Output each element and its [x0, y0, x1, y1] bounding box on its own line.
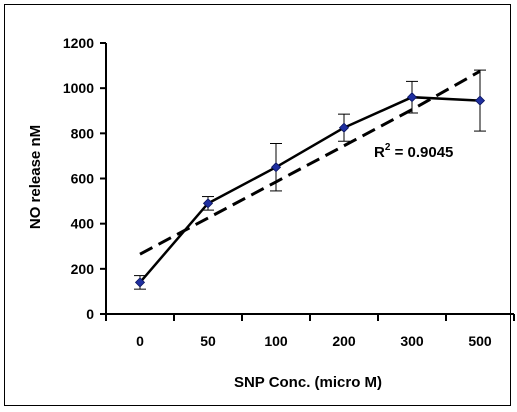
- y-tick-label: 400: [71, 216, 95, 232]
- x-tick-label: 300: [400, 333, 424, 349]
- y-tick-label: 1200: [63, 35, 94, 51]
- x-tick-label: 500: [468, 333, 492, 349]
- trendline: [139, 69, 481, 256]
- data-point: [270, 162, 282, 173]
- y-tick-label: 0: [86, 306, 94, 322]
- y-axis-title: NO release nM: [27, 125, 44, 229]
- data-point: [202, 198, 214, 209]
- x-tick-label: 50: [200, 333, 216, 349]
- data-point: [474, 95, 486, 106]
- data-point: [338, 122, 350, 133]
- data-point: [406, 92, 418, 103]
- x-tick-label: 100: [264, 333, 288, 349]
- error-bars: [134, 69, 486, 290]
- x-ticks: 0 50 100 200 300 500: [105, 314, 515, 349]
- axes: [105, 43, 514, 315]
- y-ticks: 0 200 400 600 800 1000 1200: [63, 35, 106, 322]
- x-tick-label: 200: [332, 333, 356, 349]
- trendline-path: [139, 69, 481, 256]
- x-tick-label: 0: [136, 333, 144, 349]
- y-tick-label: 1000: [63, 80, 94, 96]
- y-tick-label: 800: [71, 125, 95, 141]
- chart-frame: [4, 4, 511, 406]
- series-path: [139, 95, 481, 284]
- x-axis-title: SNP Conc. (micro M): [234, 374, 382, 391]
- y-tick-label: 200: [71, 261, 95, 277]
- series-line: [139, 95, 481, 284]
- data-points: [134, 92, 486, 288]
- y-tick-label: 600: [71, 171, 95, 187]
- r-squared-label: R2 = 0.9045: [374, 142, 453, 161]
- data-point: [134, 277, 146, 288]
